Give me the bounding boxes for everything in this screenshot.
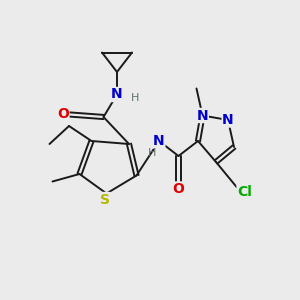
Text: O: O bbox=[172, 182, 184, 196]
Text: Cl: Cl bbox=[237, 185, 252, 199]
Text: N: N bbox=[222, 113, 234, 127]
Text: O: O bbox=[57, 107, 69, 121]
Text: H: H bbox=[148, 148, 157, 158]
Text: H: H bbox=[131, 93, 139, 103]
Text: N: N bbox=[197, 109, 208, 122]
Text: N: N bbox=[153, 134, 165, 148]
Text: N: N bbox=[111, 88, 123, 101]
Text: S: S bbox=[100, 193, 110, 206]
